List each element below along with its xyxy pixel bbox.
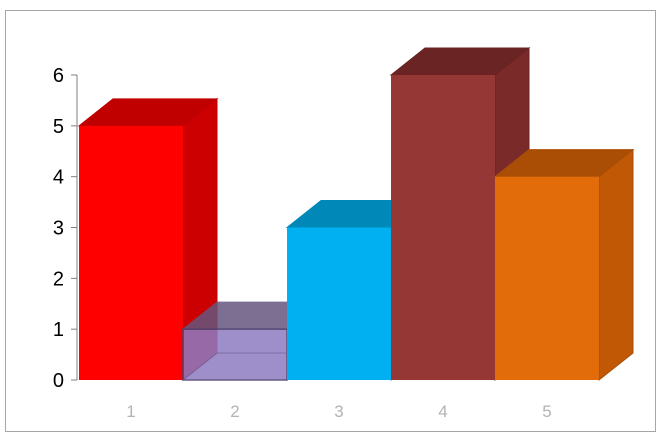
y-tick-label: 1	[53, 319, 64, 341]
x-tick-label: 3	[334, 402, 343, 421]
x-tick-label: 2	[230, 402, 239, 421]
y-tick-label: 2	[53, 268, 64, 290]
bar-front-face	[391, 75, 495, 380]
bar-side-face	[598, 148, 634, 382]
chart-axes	[71, 74, 78, 381]
bar-front-face	[287, 227, 391, 380]
y-tick-label: 5	[53, 116, 64, 138]
y-tick-label: 4	[53, 167, 64, 189]
x-tick-label: 1	[126, 402, 135, 421]
bar-front-face	[182, 328, 288, 381]
x-tick-label: 4	[438, 402, 447, 421]
bar-back-edge	[182, 352, 321, 381]
chart-labels: 0 1 2 3 4 5 6 1 2 3 4 5	[53, 65, 552, 421]
y-tick-label: 3	[53, 218, 64, 240]
y-tick-label: 0	[53, 370, 64, 392]
bar-front-face	[495, 176, 599, 380]
y-tick-label: 6	[53, 65, 64, 87]
x-tick-label: 5	[542, 402, 551, 421]
bar-front-face	[79, 125, 183, 380]
bar-5	[493, 148, 635, 382]
chart-bars	[77, 46, 635, 382]
